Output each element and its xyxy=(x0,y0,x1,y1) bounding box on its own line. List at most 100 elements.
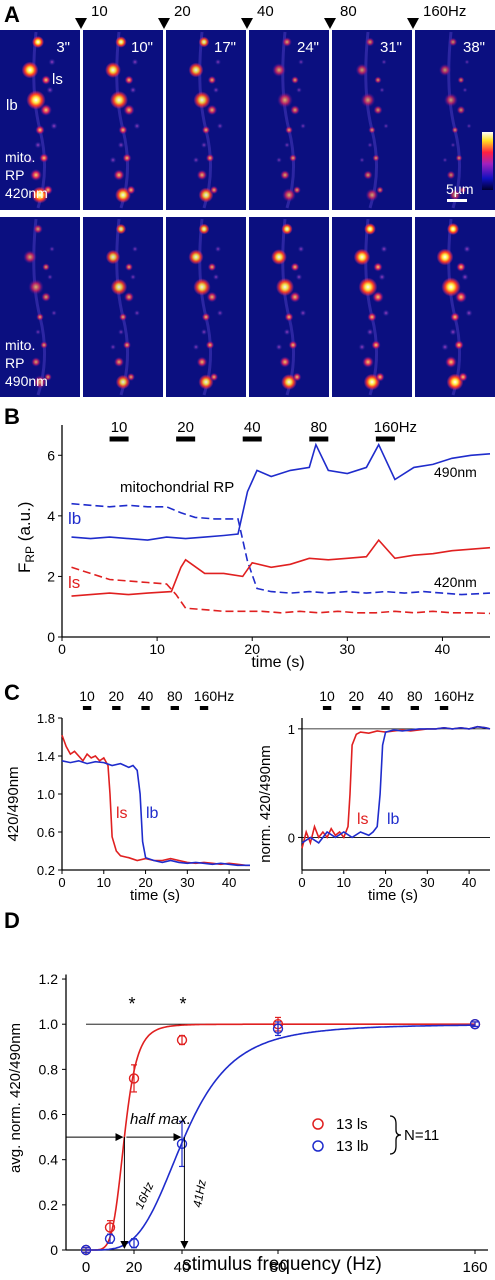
y-tick-label: 1.8 xyxy=(37,711,55,726)
fluorescent-spot xyxy=(26,90,46,110)
fluorescent-spot xyxy=(36,313,44,321)
tile-background xyxy=(83,217,163,397)
fluorescent-spot xyxy=(192,156,200,164)
fluorescent-spot xyxy=(367,312,377,322)
fluorescent-spot xyxy=(126,372,136,382)
fluorescent-spot xyxy=(115,36,127,48)
fluorescent-spot xyxy=(442,157,448,163)
fluorescent-spot xyxy=(299,309,307,317)
y-tick-label: 6 xyxy=(47,447,55,463)
fluorescent-spot xyxy=(277,92,293,108)
stimulus-marker-label: 80 xyxy=(340,3,357,20)
c-left-xlabel: time (s) xyxy=(130,887,180,904)
row2-label-line3: 490nm xyxy=(5,373,48,389)
fluorescent-spot xyxy=(109,343,117,351)
fluorescent-spot xyxy=(445,356,457,368)
fluorescent-spot xyxy=(40,104,52,116)
d-ylabel: avg. norm. 420/490nm xyxy=(7,1023,24,1173)
y-tick-label: 0 xyxy=(47,629,55,645)
fluorescent-spot xyxy=(464,59,470,65)
x-tick-label: 20 xyxy=(378,875,392,890)
time-label: 38" xyxy=(463,39,485,56)
series-line-ls-420nm xyxy=(71,566,491,615)
data-point xyxy=(272,1023,284,1034)
series-line-lb-490nm xyxy=(71,442,491,541)
stimulus-label: 160Hz xyxy=(374,419,417,436)
fluorescent-spot xyxy=(198,374,214,390)
x-tick-label: 0 xyxy=(82,1259,90,1276)
fluorescent-spot xyxy=(289,154,297,162)
fluorescent-spot xyxy=(209,185,219,195)
x-tick-label: 30 xyxy=(180,875,194,890)
fluorescent-spot xyxy=(290,105,300,115)
fluorescent-spot xyxy=(33,375,47,389)
y-tick-label: 0 xyxy=(50,1242,58,1258)
stimulus-marker-triangle xyxy=(75,18,87,29)
fluorescent-spot xyxy=(372,291,384,303)
tile-background xyxy=(332,30,412,210)
data-point xyxy=(128,1073,140,1084)
b-label-420nm: 420nm xyxy=(434,574,477,590)
stimulus-marker-label: 10 xyxy=(91,3,108,20)
y-tick-label: 4 xyxy=(47,508,55,524)
color-scale-bar xyxy=(482,132,493,190)
fluorescent-spot xyxy=(449,328,457,336)
fluorescent-spot xyxy=(216,122,224,130)
series-line-lb xyxy=(301,725,491,844)
fluorescent-spot xyxy=(359,157,365,163)
b-label-ls: ls xyxy=(68,573,80,592)
fluorescent-spot xyxy=(214,58,222,66)
stimulus-marker-label: 160Hz xyxy=(423,3,466,20)
fluorescent-spot xyxy=(436,248,454,266)
x-tick-label: 10 xyxy=(337,875,351,890)
panel-letter-b: B xyxy=(4,404,20,429)
y-tick-label: 0.4 xyxy=(39,1152,59,1168)
y-tick-label: 0.2 xyxy=(37,863,55,878)
fluorescent-spot xyxy=(455,154,463,162)
fluorescent-spot xyxy=(291,76,299,84)
fluorescent-spot xyxy=(368,126,376,134)
fluorescent-spot xyxy=(358,343,366,351)
image-tile-r2-c1 xyxy=(0,217,80,397)
fluorescent-spot xyxy=(201,125,211,135)
image-tile-r2-c4 xyxy=(249,217,329,397)
time-label: 31" xyxy=(380,39,402,56)
fluorescent-spot xyxy=(205,153,215,163)
legend-lb-marker xyxy=(312,1140,324,1152)
fluorescent-spot xyxy=(39,153,49,163)
data-point xyxy=(176,1034,188,1046)
x-tick-label: 20 xyxy=(138,875,152,890)
fluorescent-spot xyxy=(214,245,222,253)
fluorescent-spot xyxy=(284,312,294,322)
label-ls: ls xyxy=(52,71,63,88)
image-tile-r1-c6 xyxy=(415,30,495,210)
x-tick-label: 80 xyxy=(270,1259,287,1276)
fluorescent-spot xyxy=(285,126,293,134)
fluorescent-spot xyxy=(365,37,375,47)
fluorescent-spot xyxy=(196,356,208,368)
fluorescent-spot xyxy=(212,273,220,281)
fluorescent-spot xyxy=(284,142,290,148)
time-label: 17" xyxy=(214,39,236,56)
stimulus-label: 10 xyxy=(319,688,335,704)
fluorescent-spot xyxy=(122,153,132,163)
fluorescent-spot xyxy=(42,263,50,271)
fluorescent-spot xyxy=(446,170,456,180)
fluorescent-spot xyxy=(365,188,379,202)
fluorescent-spot xyxy=(360,92,376,108)
fluorescent-spot xyxy=(200,328,208,336)
fluorescent-spot xyxy=(375,372,385,382)
fit-curve-13-lb xyxy=(86,1024,475,1251)
fluorescent-spot xyxy=(123,104,135,116)
panel-d-chart: 0 0.2 0.4 0.6 0.8 1.0 1.2 0 20 40 80 160 avg. norm.… xyxy=(7,971,488,1276)
fluorescent-spot xyxy=(33,224,43,234)
fluorescent-spot xyxy=(358,277,378,297)
stimulus-marker-triangle xyxy=(158,18,170,29)
data-point xyxy=(104,1233,116,1244)
fluorescent-spot xyxy=(367,142,373,148)
fluorescent-spot xyxy=(448,37,458,47)
series-line-ls-490nm xyxy=(71,538,491,597)
y-tick-label: 0.8 xyxy=(39,1061,59,1077)
fluorescent-spot xyxy=(355,63,369,77)
stimulus-label: 160Hz xyxy=(194,688,234,704)
